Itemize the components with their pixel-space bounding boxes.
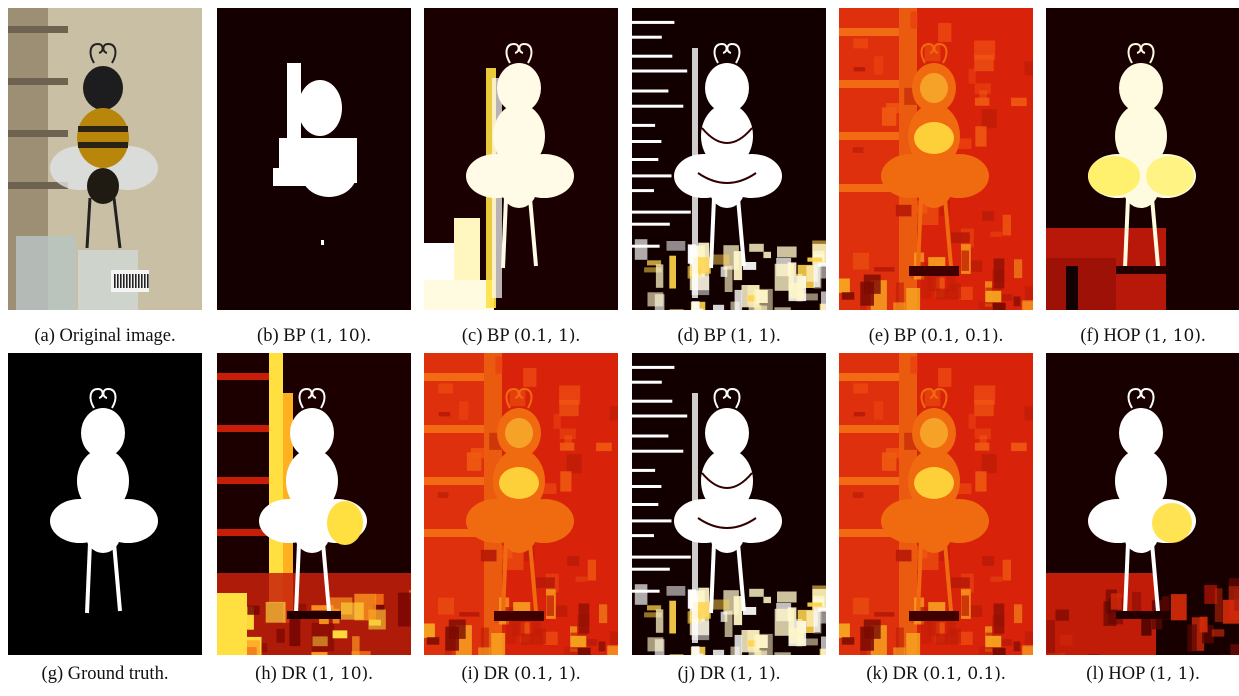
panel-image-k (839, 353, 1033, 655)
caption-l: (l) HOP (1, 1). (1086, 664, 1200, 684)
panel-b-bp-1-10 (217, 8, 411, 310)
panel-i-dr-0.1-1 (424, 353, 618, 655)
panel-cell-l: (l) HOP (1, 1). (1046, 353, 1239, 684)
panel-image-a (8, 8, 202, 310)
caption-f: (f) HOP (1, 10). (1080, 326, 1206, 346)
caption-d: (d) BP (1, 1). (677, 326, 781, 346)
panel-image-l (1046, 353, 1239, 655)
panel-cell-e: (e) BP (0.1, 0.1). (839, 8, 1038, 346)
panel-f-hop-1-10 (1046, 8, 1239, 310)
caption-c: (c) BP (0.1, 1). (461, 326, 581, 346)
caption-j: (j) DR (1, 1). (677, 664, 781, 684)
caption-h: (h) DR (1, 10). (255, 664, 373, 684)
panel-j-dr-1-1 (632, 353, 826, 655)
panel-k-dr-0.1-0.1 (839, 353, 1033, 655)
panel-image-b (217, 8, 411, 310)
panel-g-ground-truth (8, 353, 202, 655)
panel-cell-k: (k) DR (0.1, 0.1). (839, 353, 1038, 684)
panel-cell-b: (b) BP (1, 10). (217, 8, 416, 346)
panel-image-d (632, 8, 826, 310)
panel-image-g (8, 353, 202, 655)
panel-l-hop-1-1 (1046, 353, 1239, 655)
panel-d-bp-1-1 (632, 8, 826, 310)
caption-k: (k) DR (0.1, 0.1). (866, 664, 1006, 684)
panel-cell-f: (f) HOP (1, 10). (1046, 8, 1239, 346)
panel-cell-c: (c) BP (0.1, 1). (424, 8, 623, 346)
caption-a: (a) Original image. (34, 326, 176, 346)
panel-e-bp-0.1-0.1 (839, 8, 1033, 310)
panel-image-i (424, 353, 618, 655)
panel-image-c (424, 8, 618, 310)
panel-cell-j: (j) DR (1, 1). (632, 353, 831, 684)
panel-image-e (839, 8, 1033, 310)
panel-h-dr-1-10 (217, 353, 411, 655)
panel-image-h (217, 353, 411, 655)
panel-cell-a: (a) Original image. (8, 8, 207, 346)
panel-image-j (632, 353, 826, 655)
panel-cell-h: (h) DR (1, 10). (217, 353, 416, 684)
caption-e: (e) BP (0.1, 0.1). (868, 326, 1004, 346)
panel-cell-g: (g) Ground truth. (8, 353, 207, 684)
caption-b: (b) BP (1, 10). (257, 326, 371, 346)
panel-cell-i: (i) DR (0.1, 1). (424, 353, 623, 684)
caption-i: (i) DR (0.1, 1). (461, 664, 581, 684)
panel-a-original-image (8, 8, 202, 310)
caption-g: (g) Ground truth. (41, 664, 169, 684)
panel-cell-d: (d) BP (1, 1). (632, 8, 831, 346)
panel-image-f (1046, 8, 1239, 310)
panel-c-bp-0.1-1 (424, 8, 618, 310)
